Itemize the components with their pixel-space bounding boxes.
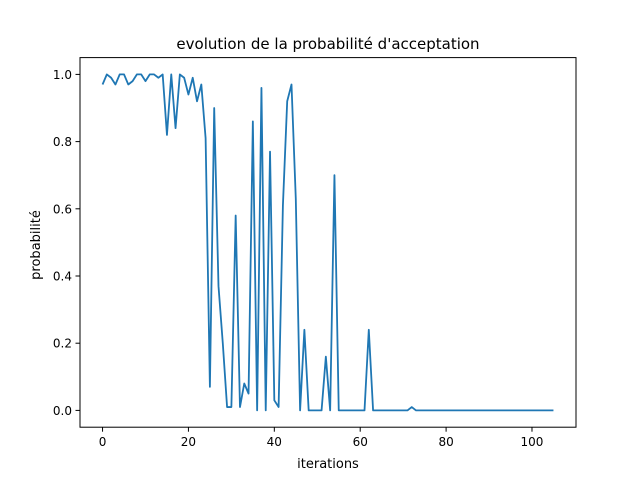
x-tick-label: 20 [181,435,196,449]
y-tick-label: 0.4 [53,270,72,284]
plot-area [101,73,554,412]
series-line-0 [101,73,554,412]
y-tick-label: 0.6 [53,202,72,216]
x-tick-label: 40 [267,435,282,449]
x-tick-label: 80 [438,435,453,449]
y-tick-label: 0.2 [53,337,72,351]
y-tick-label: 1.0 [53,68,72,82]
x-axis-label: iterations [297,457,359,472]
y-axis-label: probabilité [29,210,44,280]
axis-ticks: 0 20 40 60 80 100 0.0 0.2 0.4 0.6 0.8 1.0 [53,68,544,449]
chart-title: evolution de la probabilité d'acceptatio… [176,35,479,53]
x-tick-label: 0 [99,435,107,449]
x-tick-label: 60 [353,435,368,449]
x-tick-label: 100 [521,435,544,449]
y-tick-label: 0.8 [53,135,72,149]
plot-frame [79,57,577,428]
y-tick-label: 0.0 [53,404,72,418]
